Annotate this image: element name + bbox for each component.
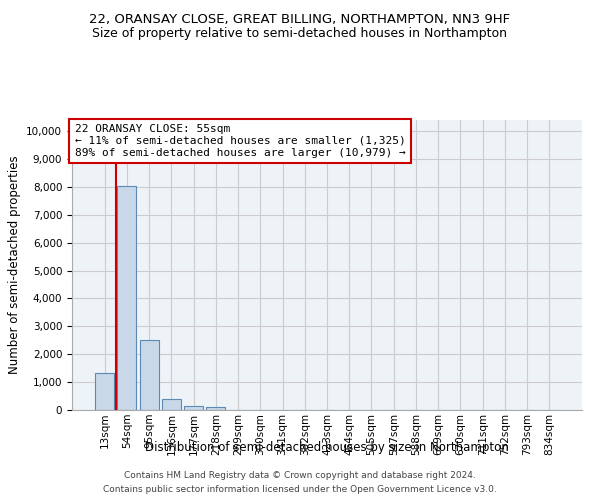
- Text: Contains HM Land Registry data © Crown copyright and database right 2024.: Contains HM Land Registry data © Crown c…: [124, 472, 476, 480]
- Text: 22 ORANSAY CLOSE: 55sqm
← 11% of semi-detached houses are smaller (1,325)
89% of: 22 ORANSAY CLOSE: 55sqm ← 11% of semi-de…: [74, 124, 406, 158]
- Text: Size of property relative to semi-detached houses in Northampton: Size of property relative to semi-detach…: [92, 28, 508, 40]
- Bar: [162, 400, 181, 410]
- Bar: [206, 407, 225, 410]
- Y-axis label: Number of semi-detached properties: Number of semi-detached properties: [8, 156, 21, 374]
- Bar: [95, 373, 114, 410]
- Bar: [118, 186, 136, 410]
- Text: Distribution of semi-detached houses by size in Northampton: Distribution of semi-detached houses by …: [145, 441, 509, 454]
- Bar: [140, 340, 158, 410]
- Text: 22, ORANSAY CLOSE, GREAT BILLING, NORTHAMPTON, NN3 9HF: 22, ORANSAY CLOSE, GREAT BILLING, NORTHA…: [89, 12, 511, 26]
- Bar: [184, 406, 203, 410]
- Text: Contains public sector information licensed under the Open Government Licence v3: Contains public sector information licen…: [103, 484, 497, 494]
